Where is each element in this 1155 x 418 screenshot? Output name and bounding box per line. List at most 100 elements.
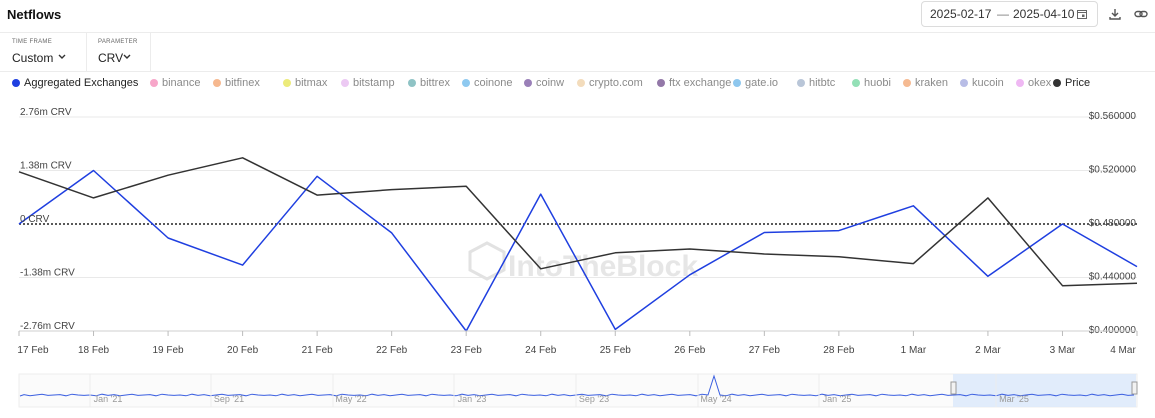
x-tick-label: 18 Feb xyxy=(78,345,110,356)
chevron-down-icon[interactable] xyxy=(123,54,131,60)
x-tick-label: 3 Mar xyxy=(1050,345,1076,356)
timeframe-value[interactable]: Custom xyxy=(12,51,54,65)
legend-item-bitfinex[interactable]: bitfinex xyxy=(213,77,260,89)
x-tick-label: 1 Mar xyxy=(901,345,927,356)
chevron-down-icon[interactable] xyxy=(58,54,66,60)
x-tick-label: 25 Feb xyxy=(600,345,632,356)
navigator-label: Jan '23 xyxy=(458,394,487,404)
legend-label: bitfinex xyxy=(225,77,260,89)
x-tick-label: 22 Feb xyxy=(376,345,408,356)
legend-dot xyxy=(341,79,349,87)
y-right-tick-label: $0.480000 xyxy=(1089,218,1137,229)
x-tick-label: 24 Feb xyxy=(525,345,557,356)
legend-item-hitbtc[interactable]: hitbtc xyxy=(797,77,835,89)
legend-dot xyxy=(462,79,470,87)
x-tick-label: 20 Feb xyxy=(227,345,259,356)
legend-dot xyxy=(1053,79,1061,87)
legend-label: crypto.com xyxy=(589,77,643,89)
y-right-tick-label: $0.440000 xyxy=(1089,272,1137,283)
y-left-tick-label: -1.38m CRV xyxy=(20,268,75,279)
legend-label: bitmax xyxy=(295,77,328,89)
legend-dot xyxy=(960,79,968,87)
series-line-price xyxy=(18,157,1138,287)
legend-label: binance xyxy=(162,77,201,89)
legend-dot xyxy=(524,79,532,87)
y-left-tick-label: 1.38m CRV xyxy=(20,161,72,172)
legend-item-bitmax[interactable]: bitmax xyxy=(283,77,327,89)
navigator-label: Jan '21 xyxy=(94,394,123,404)
x-tick-label: 19 Feb xyxy=(152,345,184,356)
date-to[interactable]: 2025-04-10 xyxy=(1013,7,1075,21)
series-line-aggregated-exchanges xyxy=(18,169,1138,332)
divider xyxy=(150,33,151,71)
legend-label: huobi xyxy=(864,77,891,89)
legend-item-crypto-com[interactable]: crypto.com xyxy=(577,77,643,89)
legend-item-okex[interactable]: okex xyxy=(1016,77,1051,89)
legend-dot xyxy=(283,79,291,87)
link-icon[interactable] xyxy=(1134,7,1148,21)
navigator-handle-right[interactable] xyxy=(1131,381,1138,395)
legend-item-coinone[interactable]: coinone xyxy=(462,77,513,89)
navigator-label: May '24 xyxy=(700,394,731,404)
timeframe-label: TIME FRAME xyxy=(12,39,52,45)
legend-label: kucoin xyxy=(972,77,1004,89)
divider xyxy=(86,33,87,71)
legend-label: Aggregated Exchanges xyxy=(24,77,139,89)
legend-label: Price xyxy=(1065,77,1091,89)
x-tick-label: 21 Feb xyxy=(302,345,334,356)
legend-dot xyxy=(903,79,911,87)
legend-item-binance[interactable]: binance xyxy=(150,77,201,89)
x-tick-label: 28 Feb xyxy=(823,345,855,356)
legend-item-gate-io[interactable]: gate.io xyxy=(733,77,778,89)
legend-dot xyxy=(733,79,741,87)
x-tick-label: 17 Feb xyxy=(17,345,49,356)
legend-dot xyxy=(797,79,805,87)
navigator-handle-left[interactable] xyxy=(950,381,957,395)
x-tick-label: 26 Feb xyxy=(674,345,706,356)
watermark-logo xyxy=(468,241,506,281)
x-tick-label: 27 Feb xyxy=(749,345,781,356)
legend-item-price[interactable]: Price xyxy=(1053,77,1090,89)
y-left-tick-label: 2.76m CRV xyxy=(20,107,72,118)
y-left-tick-label: -2.76m CRV xyxy=(20,321,75,332)
legend-item-bittrex[interactable]: bittrex xyxy=(408,77,450,89)
legend-dot xyxy=(213,79,221,87)
date-from[interactable]: 2025-02-17 xyxy=(930,7,992,21)
navigator-label: Mar '25 xyxy=(999,394,1029,404)
legend-dot xyxy=(852,79,860,87)
download-icon[interactable] xyxy=(1108,7,1122,21)
parameter-value[interactable]: CRV xyxy=(98,51,124,65)
navigator-selection[interactable] xyxy=(953,374,1136,407)
parameter-select[interactable]: PARAMETER CRV xyxy=(98,33,148,71)
y-right-tick-label: $0.520000 xyxy=(1089,165,1137,176)
x-tick-label: 23 Feb xyxy=(451,345,483,356)
top-bar: Netflows 2025-02-17 — 2025-04-10 xyxy=(0,0,1155,33)
legend-dot xyxy=(1016,79,1024,87)
legend-item-bitstamp[interactable]: bitstamp xyxy=(341,77,395,89)
legend-item-kraken[interactable]: kraken xyxy=(903,77,948,89)
legend-item-ftx-exchange[interactable]: ftx exchange xyxy=(657,77,731,89)
legend-item-coinw[interactable]: coinw xyxy=(524,77,564,89)
legend-item-aggregated-exchanges[interactable]: Aggregated Exchanges xyxy=(12,77,138,89)
legend-label: hitbtc xyxy=(809,77,836,89)
date-range-picker[interactable]: 2025-02-17 — 2025-04-10 xyxy=(921,1,1098,27)
legend-dot xyxy=(12,79,20,87)
legend-dot xyxy=(657,79,665,87)
parameter-label: PARAMETER xyxy=(98,39,138,45)
navigator-label: Jan '25 xyxy=(823,394,852,404)
legend-item-huobi[interactable]: huobi xyxy=(852,77,891,89)
navigator-label: Sep '21 xyxy=(214,394,244,404)
navigator-label: May '22 xyxy=(335,394,366,404)
legend-label: ftx exchange xyxy=(669,77,732,89)
y-left-tick-label: 0 CRV xyxy=(20,214,50,225)
page-title: Netflows xyxy=(7,7,62,22)
timeframe-select[interactable]: TIME FRAME Custom xyxy=(12,33,82,71)
date-separator: — xyxy=(997,7,1009,21)
legend-label: okex xyxy=(1028,77,1052,89)
legend-label: coinw xyxy=(536,77,565,89)
calendar-icon[interactable] xyxy=(1077,9,1087,19)
legend-dot xyxy=(408,79,416,87)
legend-dot xyxy=(577,79,585,87)
legend-item-kucoin[interactable]: kucoin xyxy=(960,77,1004,89)
